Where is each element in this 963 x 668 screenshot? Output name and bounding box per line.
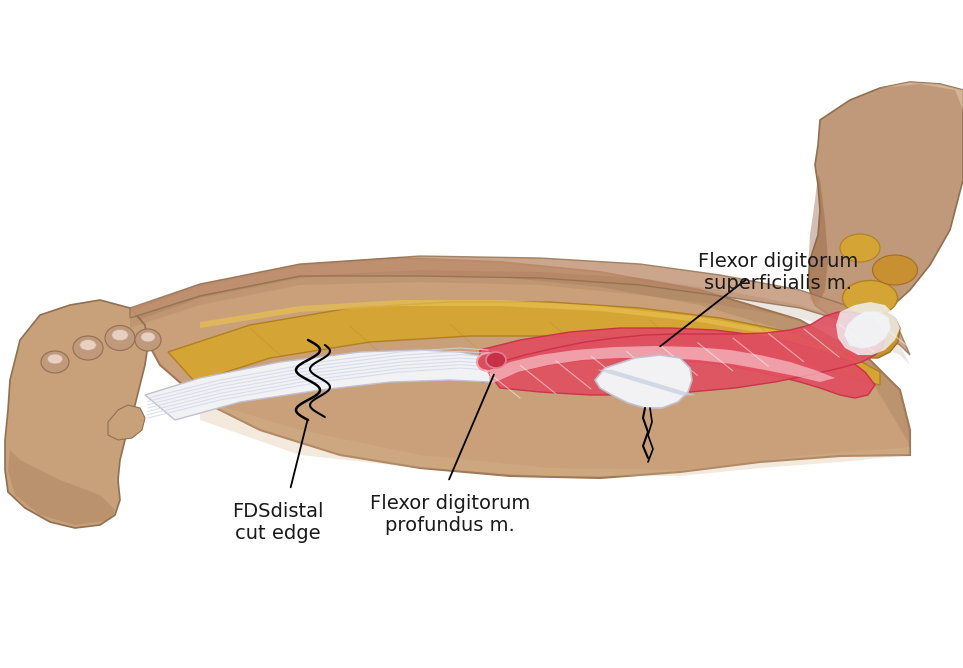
Polygon shape xyxy=(845,312,890,348)
Polygon shape xyxy=(808,82,963,320)
Ellipse shape xyxy=(843,281,898,315)
Polygon shape xyxy=(480,312,885,395)
Polygon shape xyxy=(490,346,835,384)
Ellipse shape xyxy=(112,329,128,341)
Ellipse shape xyxy=(73,336,103,360)
Ellipse shape xyxy=(80,339,96,351)
Polygon shape xyxy=(8,450,115,525)
Ellipse shape xyxy=(141,332,155,342)
Ellipse shape xyxy=(105,325,135,351)
Ellipse shape xyxy=(41,351,69,373)
Polygon shape xyxy=(130,270,910,365)
Polygon shape xyxy=(130,256,910,355)
Polygon shape xyxy=(880,82,963,110)
Polygon shape xyxy=(808,175,828,305)
Polygon shape xyxy=(480,328,875,398)
Ellipse shape xyxy=(840,234,880,262)
Polygon shape xyxy=(130,258,910,478)
Ellipse shape xyxy=(477,353,499,371)
Ellipse shape xyxy=(135,329,161,351)
Polygon shape xyxy=(200,400,910,476)
Ellipse shape xyxy=(486,352,506,368)
Text: Flexor digitorum
superficialis m.: Flexor digitorum superficialis m. xyxy=(698,252,858,293)
Text: Flexor digitorum
profundus m.: Flexor digitorum profundus m. xyxy=(370,494,530,535)
Polygon shape xyxy=(200,300,800,340)
Polygon shape xyxy=(595,355,692,408)
Polygon shape xyxy=(836,302,900,355)
Polygon shape xyxy=(108,405,145,440)
Ellipse shape xyxy=(872,255,918,285)
Polygon shape xyxy=(840,312,900,358)
Polygon shape xyxy=(145,350,490,420)
Polygon shape xyxy=(130,258,910,445)
Ellipse shape xyxy=(47,354,63,364)
Polygon shape xyxy=(168,302,880,385)
Text: FDSdistal
cut edge: FDSdistal cut edge xyxy=(232,502,324,543)
Polygon shape xyxy=(5,300,148,528)
